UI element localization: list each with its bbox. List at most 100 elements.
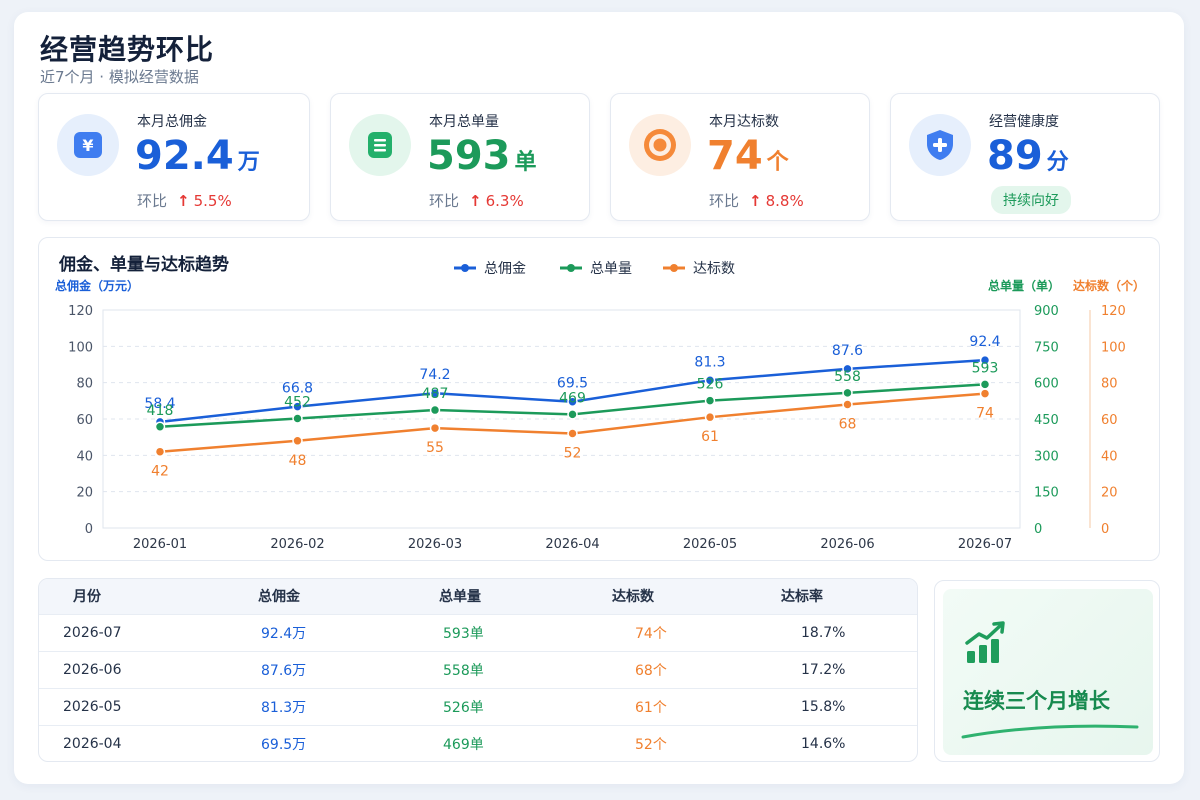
trend-chart-card: 佣金、单量与达标趋势 (38, 237, 1160, 561)
growth-card: 连续三个月增长 (934, 580, 1160, 762)
shield-plus-icon (909, 114, 971, 176)
kpi-value: 89 分 (987, 133, 1069, 179)
table-cell: 18.7% (759, 613, 917, 651)
tick-label-right2: 0 (1101, 522, 1109, 537)
table-cell: 2026-06 (39, 650, 214, 688)
table-row[interactable]: 2026-04 69.5万 469单 52个 14.6% (39, 724, 917, 761)
tick-label-left: 0 (85, 522, 93, 537)
data-point (842, 387, 853, 399)
kpi-card-health[interactable]: 经营健康度 89 分 持续向好 (890, 93, 1160, 221)
kpi-card-commission[interactable]: ¥ 本月总佣金 92.4 万 环比 ↑ 5.5% (38, 93, 310, 221)
table-row[interactable]: 2026-06 87.6万 558单 68个 17.2% (39, 650, 917, 688)
kpi-label: 经营健康度 (989, 114, 1059, 130)
tick-label-left: 80 (76, 377, 93, 392)
tick-label-right2: 60 (1101, 413, 1118, 428)
table-cell: 52个 (584, 724, 759, 761)
table-cell: 17.2% (759, 650, 917, 688)
kpi-card-targets[interactable]: 本月达标数 74 个 环比 ↑ 8.8% (610, 93, 870, 221)
kpi-label: 本月达标数 (709, 114, 779, 130)
data-point (292, 401, 303, 412)
data-point (567, 396, 578, 407)
axis-label-right1: 总单量（单） (988, 278, 1060, 293)
data-point (567, 428, 578, 439)
tick-label-right1: 900 (1034, 304, 1059, 319)
tick-label-right1: 0 (1034, 522, 1042, 537)
axis-label-left: 总佣金（万元） (55, 278, 139, 293)
table-cell: 81.3万 (214, 687, 399, 725)
tick-label-right2: 20 (1101, 486, 1118, 501)
legend-label: 总佣金 (484, 261, 526, 277)
tick-label-x: 2026-04 (545, 537, 599, 552)
data-point (154, 446, 166, 457)
page-title: 经营趋势环比 (40, 33, 215, 66)
arrow-up-icon: ↑ (749, 192, 762, 210)
data-label: 418 (147, 403, 174, 419)
data-point (979, 379, 991, 390)
axis-label-right2: 达标数（个） (1073, 278, 1145, 293)
tick-label-x: 2026-01 (133, 537, 187, 552)
table-cell: 69.5万 (214, 724, 399, 761)
tick-label-x: 2026-06 (820, 537, 874, 552)
bar-chart-growth-icon (965, 621, 1005, 663)
table-header-row: 月份 总佣金 总单量 达标数 达标率 (39, 579, 917, 614)
table-cell: 68个 (584, 650, 759, 688)
page-subtitle: 近7个月 · 模拟经营数据 (40, 68, 199, 86)
data-label: 61 (701, 429, 719, 445)
data-point (704, 411, 716, 423)
data-label: 55 (426, 440, 444, 456)
kpi-change: 环比 ↑ 6.3% (429, 192, 524, 210)
tick-label-right1: 450 (1034, 413, 1059, 428)
data-point (704, 375, 716, 386)
tick-label-left: 100 (68, 340, 93, 355)
kpi-card-orders[interactable]: 本月总单量 593 单 环比 ↑ 6.3% (330, 93, 590, 221)
table-cell: 87.6万 (214, 650, 399, 688)
tick-label-right1: 600 (1034, 377, 1059, 392)
column-header: 总单量 (399, 579, 584, 614)
kpi-change: 环比 ↑ 8.8% (709, 192, 804, 210)
data-label: 48 (289, 453, 307, 469)
kpi-value: 92.4 万 (135, 133, 260, 179)
data-label: 526 (697, 377, 724, 393)
data-label: 69.5 (557, 376, 588, 392)
data-point (979, 388, 991, 399)
data-label: 74.2 (419, 367, 450, 383)
data-label: 469 (559, 390, 586, 406)
growth-banner: 连续三个月增长 (943, 589, 1153, 755)
column-header: 达标数 (584, 579, 759, 614)
tick-label-left: 40 (76, 449, 93, 464)
legend-marker (567, 264, 575, 272)
table-row[interactable]: 2026-07 92.4万 593单 74个 18.7% (39, 613, 917, 651)
table-cell: 2026-05 (39, 687, 214, 725)
data-label: 66.8 (282, 381, 313, 397)
kpi-label: 本月总佣金 (137, 114, 207, 130)
table-cell: 2026-07 (39, 613, 214, 651)
data-point (429, 404, 441, 416)
data-point (842, 399, 853, 410)
table-cell: 526单 (399, 687, 584, 725)
tick-label-right1: 150 (1034, 486, 1059, 501)
tick-label-right1: 300 (1034, 449, 1059, 464)
tick-label-x: 2026-05 (683, 537, 737, 552)
data-label: 58.4 (144, 396, 175, 412)
data-label: 42 (151, 464, 169, 480)
column-header: 总佣金 (214, 579, 399, 614)
growth-text: 连续三个月增长 (963, 689, 1110, 713)
data-label: 593 (972, 360, 999, 376)
kpi-value: 593 单 (427, 133, 537, 179)
table-cell: 92.4万 (214, 613, 399, 651)
legend-label: 总单量 (590, 261, 632, 277)
table-cell: 74个 (584, 613, 759, 651)
table-cell: 61个 (584, 687, 759, 725)
data-point (979, 354, 991, 366)
table-row[interactable]: 2026-05 81.3万 526单 61个 15.8% (39, 687, 917, 725)
target-icon (629, 114, 691, 176)
tick-label-left: 120 (68, 304, 93, 319)
tick-label-left: 20 (76, 486, 93, 501)
kpi-label: 本月总单量 (429, 114, 499, 130)
table-cell: 2026-04 (39, 724, 214, 761)
tick-label-left: 60 (76, 413, 93, 428)
monthly-table: 月份 总佣金 总单量 达标数 达标率 2026-07 92.4万 593单 74个 18… (38, 578, 918, 762)
growth-swoosh (961, 724, 1139, 739)
data-point (154, 421, 166, 433)
tick-label-x: 2026-02 (270, 537, 324, 552)
